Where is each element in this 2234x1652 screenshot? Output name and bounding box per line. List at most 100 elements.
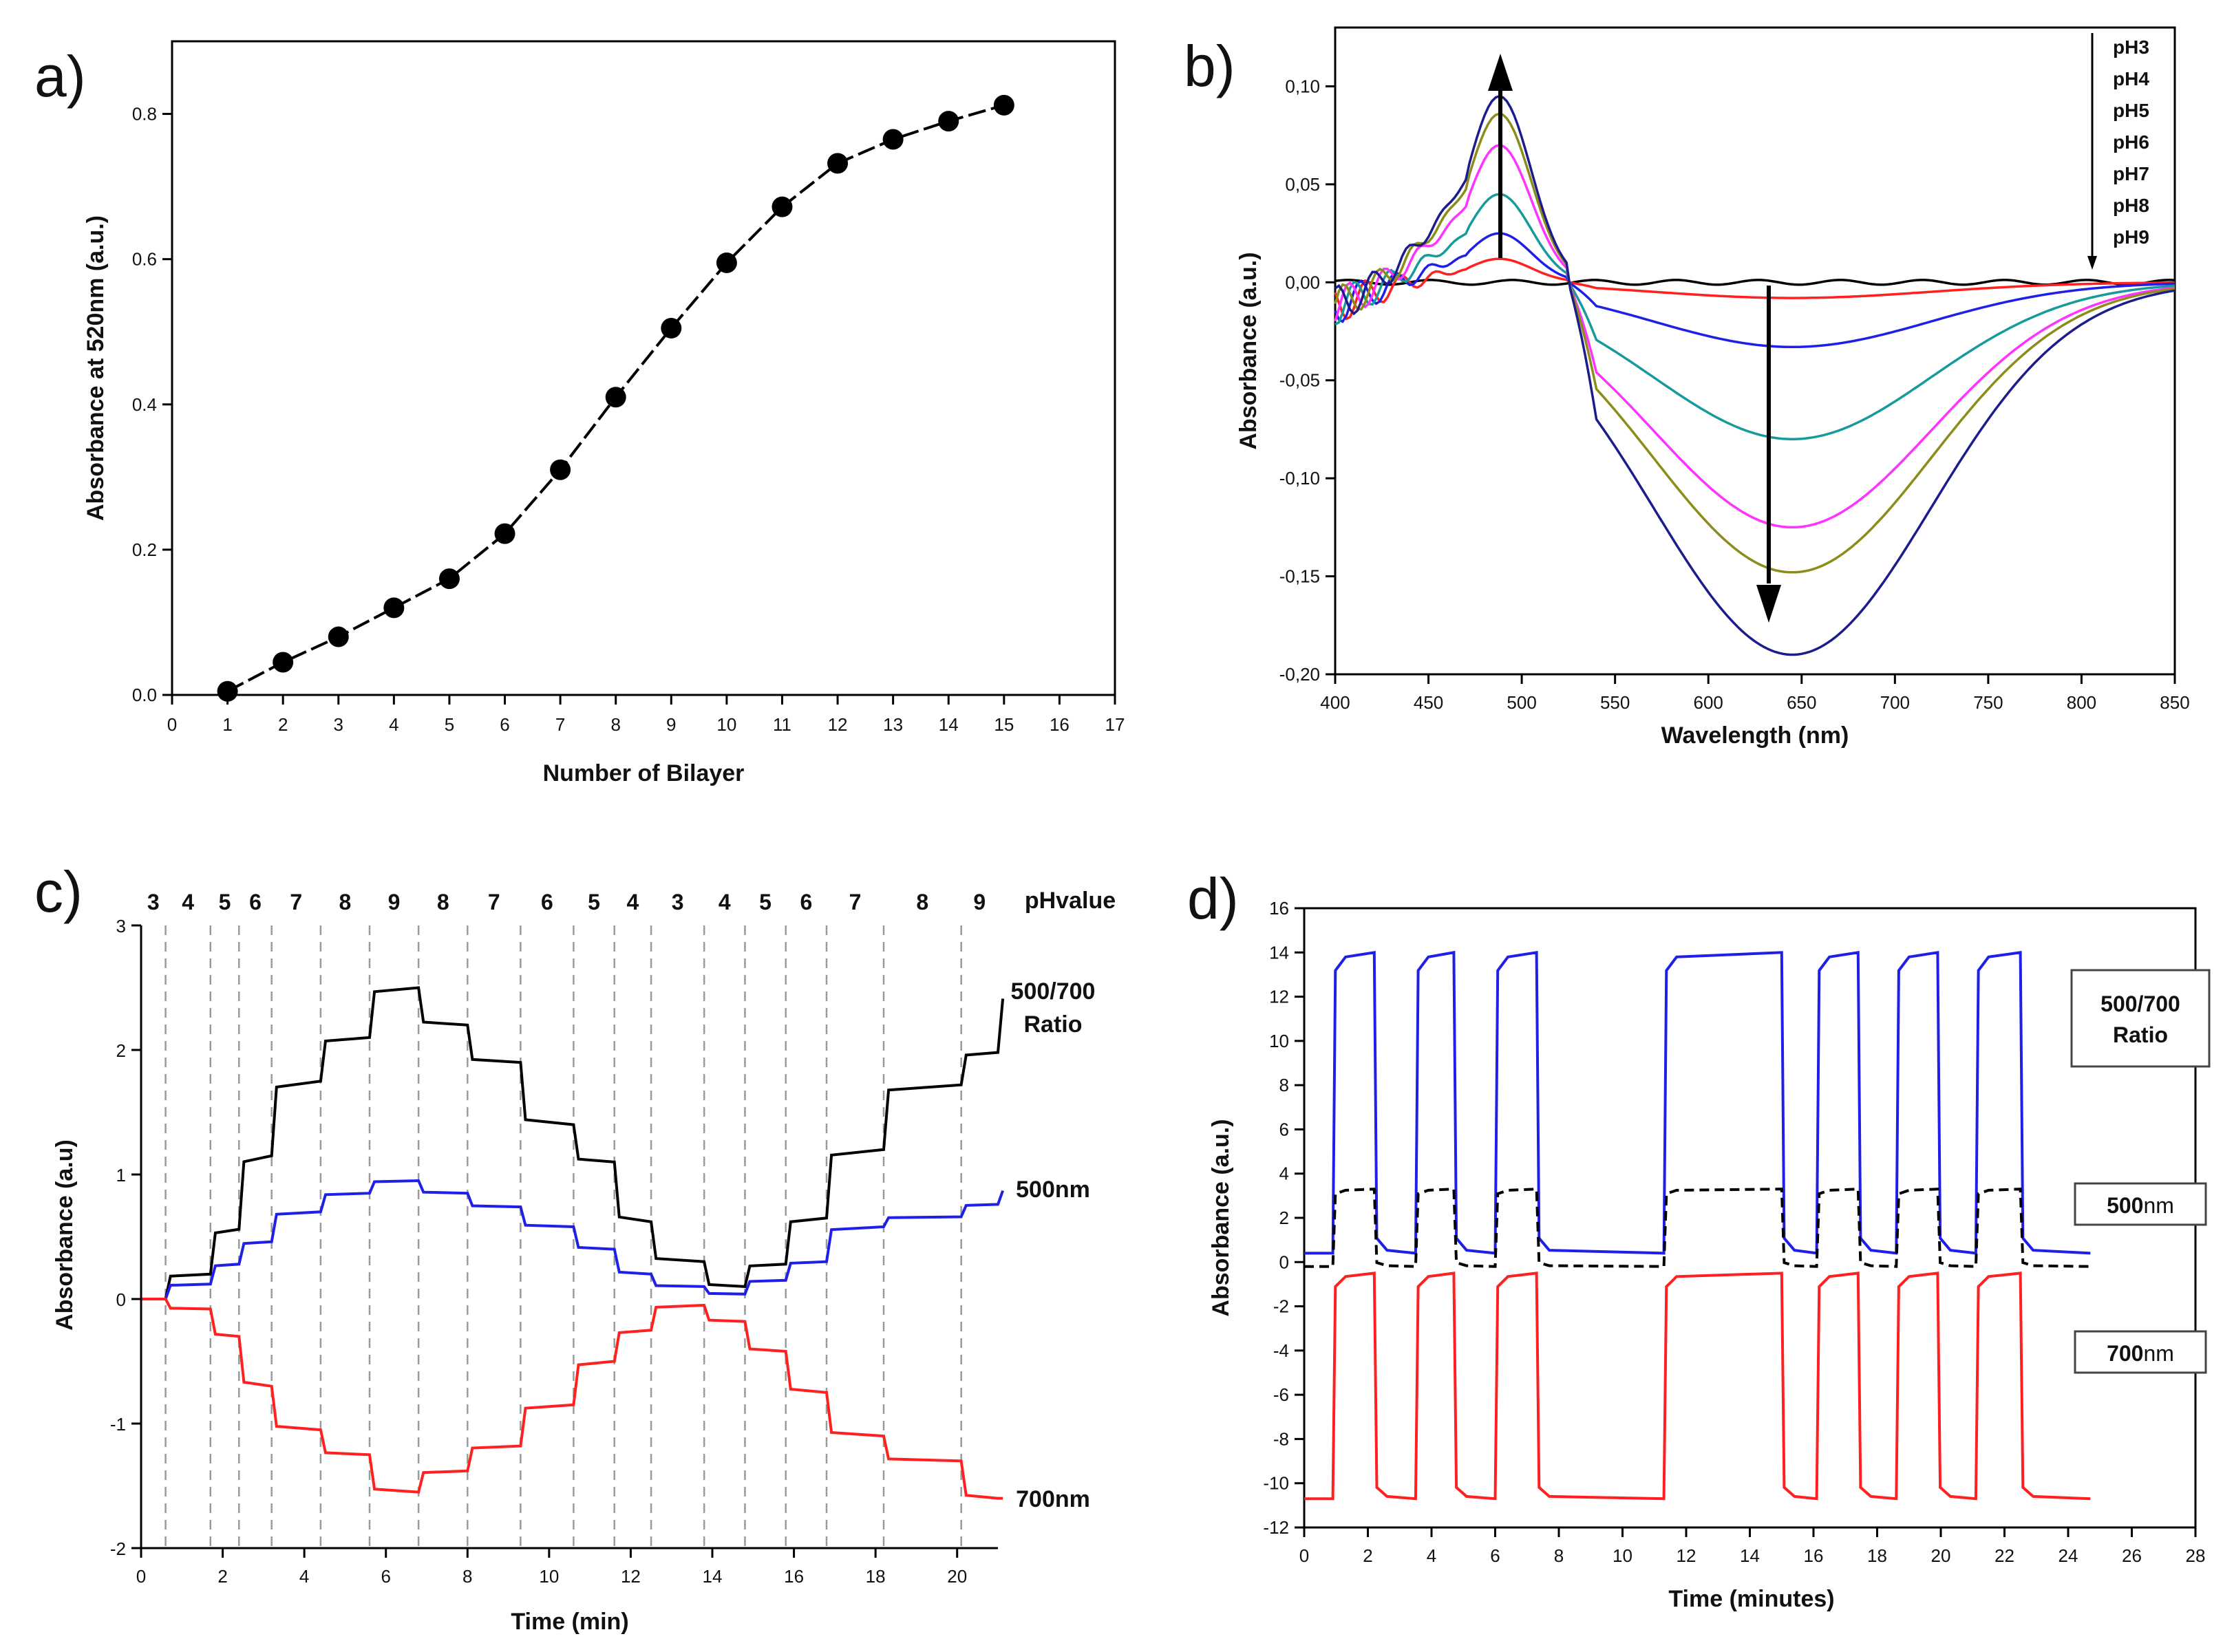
data-point: [938, 111, 959, 132]
series-line-700nm: [141, 1298, 1003, 1500]
y-tick-label: 0,10: [1285, 76, 1320, 96]
series-label: 500nm: [1016, 1177, 1090, 1203]
y-tick-label: 0.0: [132, 685, 157, 705]
ph-value: 4: [626, 890, 639, 914]
y-tick-label: -0,15: [1279, 566, 1320, 587]
legend-arrow-icon: [2087, 33, 2097, 270]
ratio-label-box: [2070, 969, 2211, 1068]
y-tick-label: 12: [1269, 987, 1289, 1007]
panel-b-label: b): [1184, 34, 1235, 98]
x-tick-label: 16: [1804, 1545, 1824, 1566]
panel-d-xlabel: Time (minutes): [1668, 1586, 1834, 1612]
x-tick-label: 0: [167, 714, 177, 735]
ph-value: 7: [290, 890, 302, 914]
y-tick-label: 10: [1269, 1031, 1289, 1051]
x-tick-label: 5: [445, 714, 454, 735]
x-tick-label: 13: [883, 714, 903, 735]
x-tick-label: 650: [1787, 692, 1816, 713]
y-tick-label: 16: [1269, 898, 1289, 919]
panel-a-label: a): [34, 44, 86, 109]
x-tick-label: 14: [939, 714, 959, 735]
x-tick-label: 9: [666, 714, 676, 735]
x-tick-label: 18: [866, 1566, 886, 1587]
legend-item-ph4: pH4: [2113, 68, 2149, 89]
x-tick-label: 8: [462, 1566, 472, 1587]
panel-d-plot: [1304, 950, 2091, 1501]
ph-value: 4: [182, 890, 194, 914]
data-point: [882, 129, 904, 150]
y-tick-label: -1: [110, 1414, 126, 1435]
data-point: [550, 459, 571, 480]
y-tick-label: 8: [1279, 1075, 1289, 1095]
data-point: [661, 317, 682, 339]
x-tick-label: 12: [828, 714, 848, 735]
panel-c-plot: [141, 925, 1005, 1548]
series-line-ph3: [1334, 279, 2176, 286]
data-point: [716, 252, 737, 273]
y-tick-label: -10: [1263, 1473, 1289, 1494]
y-tick-label: 2: [116, 1040, 126, 1061]
x-tick-label: 0: [1299, 1545, 1309, 1566]
x-tick-label: 2: [1363, 1545, 1372, 1566]
panel-b-ticks: 400 450 500 550 600 650 700 750 800 850 0,10 0,05 0,…: [1279, 76, 2190, 713]
x-tick-label: 600: [1694, 692, 1723, 713]
x-tick-label: 2: [278, 714, 288, 735]
panel-b: b) 400 450 500 550 600 650 700 750 800 850 0,10 0,0…: [1184, 26, 2190, 749]
x-tick-label: 8: [610, 714, 620, 735]
ratio-label-line: 500/700: [2100, 991, 2180, 1016]
data-point: [494, 523, 515, 544]
x-tick-label: 550: [1600, 692, 1630, 713]
x-tick-label: 500: [1507, 692, 1536, 713]
y-tick-label: 0.4: [132, 394, 157, 415]
ph-value: 8: [339, 890, 352, 914]
x-tick-label: 14: [1740, 1545, 1760, 1566]
y-tick-label: -4: [1273, 1340, 1289, 1361]
x-tick-label: 4: [1427, 1545, 1436, 1566]
data-point: [772, 196, 793, 217]
x-tick-label: 16: [784, 1566, 804, 1587]
x-tick-label: 26: [2122, 1545, 2142, 1566]
panel-a-frame: [171, 40, 1116, 696]
series-label: 500/700: [1011, 978, 1096, 1005]
x-tick-label: 20: [1931, 1545, 1951, 1566]
y-tick-label: -6: [1273, 1384, 1289, 1405]
700nm-label-box: [2074, 1330, 2207, 1374]
y-tick-label: -8: [1273, 1428, 1289, 1449]
x-tick-label: 10: [716, 714, 736, 735]
series-line-ph7: [1334, 144, 2176, 529]
x-tick-label: 4: [389, 714, 398, 735]
ratio-label-line: Ratio: [2113, 1022, 2168, 1047]
panel-c-xlabel: Time (min): [511, 1609, 628, 1635]
x-tick-label: 28: [2186, 1545, 2206, 1566]
panel-b-frame: [1334, 26, 2176, 676]
x-tick-label: 4: [299, 1566, 309, 1587]
y-tick-label: -0,20: [1279, 664, 1320, 685]
ph-value: 7: [488, 890, 500, 914]
x-tick-label: 850: [2160, 692, 2189, 713]
x-tick-label: 6: [1490, 1545, 1500, 1566]
data-point: [993, 94, 1014, 116]
y-tick-label: 14: [1269, 942, 1289, 963]
legend-item-ph3: pH3: [2113, 36, 2149, 58]
panel-a-ylabel: Absorbance at 520nm (a.u.): [83, 215, 109, 521]
legend-item-ph9: pH9: [2113, 226, 2149, 248]
x-tick-label: 7: [555, 714, 565, 735]
y-tick-label: -0,05: [1279, 370, 1320, 391]
x-tick-label: 11: [773, 714, 791, 735]
x-tick-label: 22: [1994, 1545, 2014, 1566]
label-number: 700: [2107, 1341, 2143, 1366]
data-point: [273, 652, 294, 673]
data-point: [217, 680, 238, 702]
x-tick-label: 14: [703, 1566, 723, 1587]
data-point: [328, 626, 349, 647]
series-label-700nm: 700nm: [2107, 1341, 2174, 1366]
legend-item-ph7: pH7: [2113, 163, 2149, 184]
x-tick-label: 700: [1880, 692, 1910, 713]
x-tick-label: 800: [2067, 692, 2096, 713]
panel-c-ph-title: pHvalue: [1025, 888, 1116, 914]
500nm-label-box: [2074, 1182, 2207, 1226]
series-line-700nm: [1304, 1272, 2091, 1501]
series-label: Ratio: [1024, 1011, 1083, 1038]
